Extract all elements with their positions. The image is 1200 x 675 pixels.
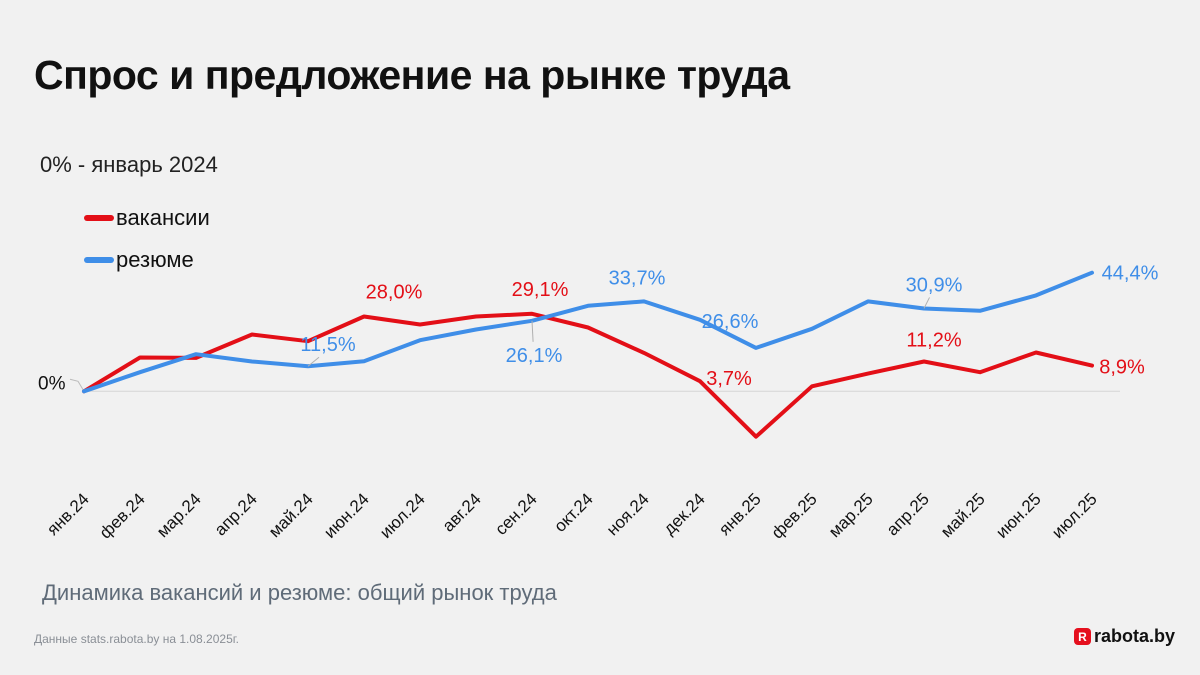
legend-swatch-resumes: [84, 257, 114, 263]
data-label-vacancies: 28,0%: [366, 281, 423, 303]
data-label-resumes: 26,1%: [506, 345, 563, 367]
x-tick-label: сен.24: [491, 489, 540, 538]
zero-label: 0%: [38, 373, 66, 394]
baseline-note: 0% - январь 2024: [40, 152, 218, 177]
x-tick-label: май.24: [265, 489, 317, 541]
x-tick-label: мар.24: [153, 489, 205, 541]
zero-label-leader: [69, 378, 85, 392]
legend-item-resumes: резюме: [84, 247, 194, 273]
x-tick-label: ноя.24: [603, 489, 653, 539]
data-label-vacancies: 11,2%: [906, 330, 961, 352]
x-tick-label: апр.24: [211, 489, 261, 539]
data-label-resumes: 26,6%: [702, 311, 759, 333]
x-tick-label: окт.24: [550, 489, 596, 535]
series-line-resumes: [82, 270, 1094, 394]
chart-caption: Динамика вакансий и резюме: общий рынок …: [42, 580, 557, 605]
chart-title: Спрос и предложение на рынке труда: [34, 52, 790, 98]
x-tick-label: июн.24: [320, 489, 373, 542]
x-tick-label: июн.25: [992, 489, 1045, 542]
rabota-logo: R rabota.by: [1074, 626, 1175, 647]
data-label-leader: [531, 320, 534, 342]
data-label-vacancies: 8,9%: [1099, 357, 1145, 379]
data-source-note: Данные stats.rabota.by на 1.08.2025г.: [34, 632, 239, 646]
data-label-resumes: 33,7%: [609, 267, 666, 289]
data-label-resumes: 11,5%: [300, 334, 355, 356]
x-tick-label: апр.25: [883, 489, 933, 539]
x-tick-label: дек.24: [660, 489, 709, 538]
data-label-resumes: 44,4%: [1102, 263, 1159, 285]
x-tick-label: фев.24: [96, 489, 149, 542]
legend-swatch-vacancies: [84, 215, 114, 221]
x-tick-label: фев.25: [768, 489, 821, 542]
series-line-vacancies: [82, 311, 1094, 439]
data-label-resumes: 30,9%: [906, 274, 963, 296]
x-tick-label: янв.24: [43, 489, 93, 539]
data-label-vacancies: 29,1%: [512, 279, 569, 301]
legend-label-resumes: резюме: [116, 247, 194, 272]
x-tick-label: янв.25: [715, 489, 765, 539]
x-tick-label: июл.24: [376, 489, 429, 542]
x-tick-label: июл.25: [1048, 489, 1101, 542]
logo-text: rabota.by: [1094, 626, 1176, 646]
legend-item-vacancies: вакансии: [84, 205, 210, 231]
data-label-leader: [307, 356, 320, 367]
data-label-leader: [923, 297, 930, 309]
x-tick-label: май.25: [937, 489, 989, 541]
legend-label-vacancies: вакансии: [116, 205, 210, 230]
logo-mark-icon: R: [1074, 628, 1091, 645]
x-tick-label: мар.25: [825, 489, 877, 541]
data-label-vacancies: 3,7%: [706, 368, 752, 390]
x-tick-label: авг.24: [439, 489, 485, 535]
